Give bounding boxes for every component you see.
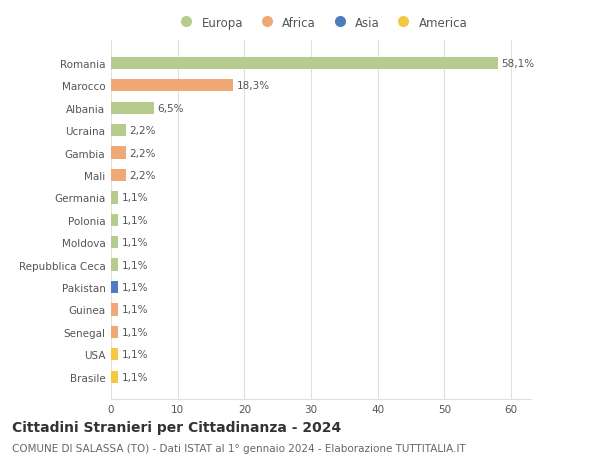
Text: 2,2%: 2,2% bbox=[129, 126, 155, 136]
Bar bbox=[111, 214, 118, 226]
Legend: Europa, Africa, Asia, America: Europa, Africa, Asia, America bbox=[172, 14, 470, 32]
Bar bbox=[111, 192, 118, 204]
Text: 6,5%: 6,5% bbox=[158, 103, 184, 113]
Bar bbox=[111, 80, 233, 92]
Text: COMUNE DI SALASSA (TO) - Dati ISTAT al 1° gennaio 2024 - Elaborazione TUTTITALIA: COMUNE DI SALASSA (TO) - Dati ISTAT al 1… bbox=[12, 443, 466, 453]
Bar bbox=[111, 259, 118, 271]
Bar bbox=[111, 125, 125, 137]
Bar bbox=[111, 304, 118, 316]
Text: 58,1%: 58,1% bbox=[502, 59, 535, 69]
Bar bbox=[111, 169, 125, 182]
Bar bbox=[111, 147, 125, 159]
Text: 1,1%: 1,1% bbox=[122, 282, 148, 292]
Text: 1,1%: 1,1% bbox=[122, 193, 148, 203]
Text: 1,1%: 1,1% bbox=[122, 305, 148, 315]
Text: 18,3%: 18,3% bbox=[236, 81, 269, 91]
Bar bbox=[111, 281, 118, 294]
Bar bbox=[111, 326, 118, 338]
Text: 1,1%: 1,1% bbox=[122, 372, 148, 382]
Text: 2,2%: 2,2% bbox=[129, 171, 155, 180]
Text: 1,1%: 1,1% bbox=[122, 215, 148, 225]
Text: 1,1%: 1,1% bbox=[122, 238, 148, 248]
Text: 1,1%: 1,1% bbox=[122, 260, 148, 270]
Text: 2,2%: 2,2% bbox=[129, 148, 155, 158]
Bar bbox=[111, 57, 499, 70]
Bar bbox=[111, 371, 118, 383]
Bar bbox=[111, 236, 118, 249]
Text: 1,1%: 1,1% bbox=[122, 350, 148, 359]
Bar bbox=[111, 348, 118, 361]
Bar bbox=[111, 102, 154, 115]
Text: 1,1%: 1,1% bbox=[122, 327, 148, 337]
Text: Cittadini Stranieri per Cittadinanza - 2024: Cittadini Stranieri per Cittadinanza - 2… bbox=[12, 420, 341, 434]
